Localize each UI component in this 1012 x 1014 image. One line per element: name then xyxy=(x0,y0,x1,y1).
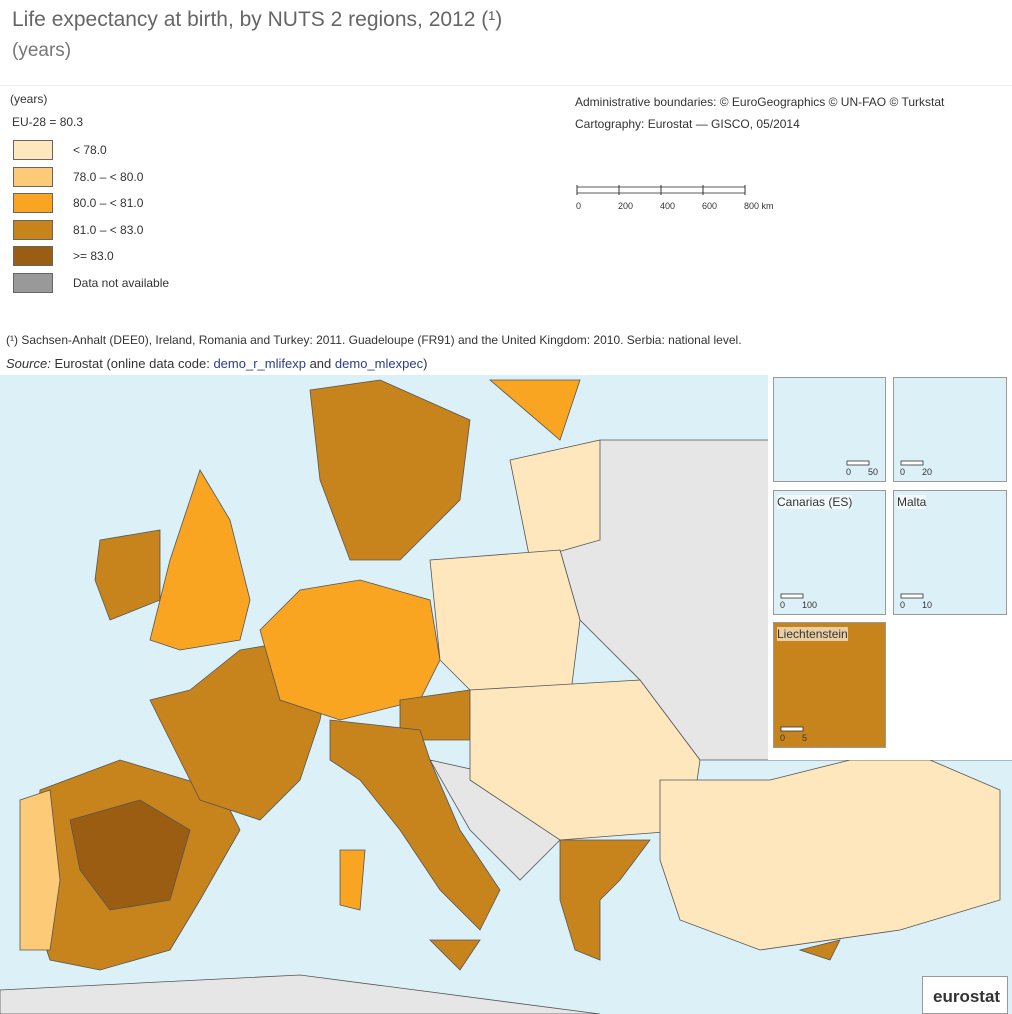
legend-label: 80.0 – < 81.0 xyxy=(73,196,144,210)
inset-scale-label: 100 xyxy=(802,600,817,610)
inset-scale-label: 5 xyxy=(802,733,807,743)
inset: Canarias (ES) 0 100 xyxy=(773,490,886,615)
scale-bar: 0 200 400 600 800 km xyxy=(576,185,774,211)
legend-label: >= 83.0 xyxy=(73,249,114,263)
legend-swatch xyxy=(13,166,53,187)
region xyxy=(429,939,481,971)
footnote: (¹) Sachsen-Anhalt (DEE0), Ireland, Roma… xyxy=(6,333,742,347)
inset-scale-bar xyxy=(846,460,870,466)
legend-swatch xyxy=(13,193,53,213)
legend-label: 81.0 – < 83.0 xyxy=(73,222,144,237)
non-eu-land xyxy=(0,974,601,1014)
scale-label: 0 xyxy=(576,201,581,211)
inset-scale-label: 0 xyxy=(900,467,905,477)
divider xyxy=(0,85,1012,86)
region xyxy=(19,789,61,951)
regions xyxy=(0,379,1012,1014)
region xyxy=(69,799,191,911)
inset-scale-bar xyxy=(780,726,804,732)
subtitle: (years) xyxy=(12,40,72,61)
inset-label: Canarias (ES) xyxy=(777,495,853,509)
region xyxy=(94,529,161,621)
inset-scale-bar xyxy=(780,593,804,599)
inset: Malta 0 10 xyxy=(893,490,1007,615)
legend-title: (years) xyxy=(10,92,48,106)
inset-scale-bar xyxy=(900,593,924,599)
title: Life expectancy at birth, by NUTS 2 regi… xyxy=(12,8,503,31)
region xyxy=(559,839,651,961)
region xyxy=(339,849,366,911)
inset-scale-label: 50 xyxy=(868,467,878,477)
inset-scale-label: 20 xyxy=(922,467,932,477)
inset-label: Malta xyxy=(897,495,927,509)
region xyxy=(309,379,471,561)
credit: Administrative boundaries: © EuroGeograp… xyxy=(575,95,945,109)
region xyxy=(798,939,841,961)
scale-label: 600 xyxy=(702,201,717,211)
region xyxy=(659,759,1001,951)
scale-label: 200 xyxy=(618,201,633,211)
source: Source: Eurostat (online data code: demo… xyxy=(6,356,427,371)
legend-label: Data not available xyxy=(73,275,170,290)
region xyxy=(509,439,601,561)
inset-scale-label: 0 xyxy=(900,600,905,610)
inset: Liechtenstein 0 5 xyxy=(773,622,886,748)
legend-swatch xyxy=(13,246,53,266)
legend-swatch xyxy=(13,140,53,160)
credit: Cartography: Eurostat — GISCO, 05/2014 xyxy=(575,117,800,131)
region xyxy=(149,469,251,651)
region xyxy=(329,719,501,931)
inset-scale: 0 20 xyxy=(900,460,932,477)
link[interactable]: demo_mlexpec xyxy=(334,356,424,371)
scale-label: 800 km xyxy=(744,201,774,211)
source-text: ) xyxy=(423,356,428,371)
inset-scale-label: 0 xyxy=(780,733,785,743)
inset: 0 20 xyxy=(893,377,1007,482)
legend-label: 78.0 – < 80.0 xyxy=(73,169,144,184)
legend-swatch xyxy=(13,272,53,293)
scale-label: 400 xyxy=(660,201,675,211)
inset-scale: 0 100 xyxy=(780,593,817,610)
inset-scale-bar xyxy=(900,460,924,466)
region xyxy=(488,379,581,441)
legend-swatch xyxy=(13,219,53,240)
inset-scale-label: 0 xyxy=(846,467,851,477)
logo-box: eurostat xyxy=(922,976,1008,1014)
logo: eurostat xyxy=(933,987,1001,1006)
inset: 0 50 xyxy=(773,377,886,482)
link[interactable]: demo_r_mlifexp xyxy=(213,356,306,371)
legend-reference: EU-28 = 80.3 xyxy=(12,115,84,129)
inset-scale-label: 10 xyxy=(922,600,932,610)
inset-scale: 0 50 xyxy=(846,460,878,477)
source-text: and xyxy=(309,356,332,371)
inset-label: Liechtenstein xyxy=(777,627,848,641)
inset-scale: 0 10 xyxy=(900,593,932,610)
inset-scale-label: 0 xyxy=(780,600,785,610)
source-label: Source: xyxy=(6,356,51,371)
source-text: Eurostat (online data code: xyxy=(54,356,210,371)
legend-label: < 78.0 xyxy=(73,143,107,157)
